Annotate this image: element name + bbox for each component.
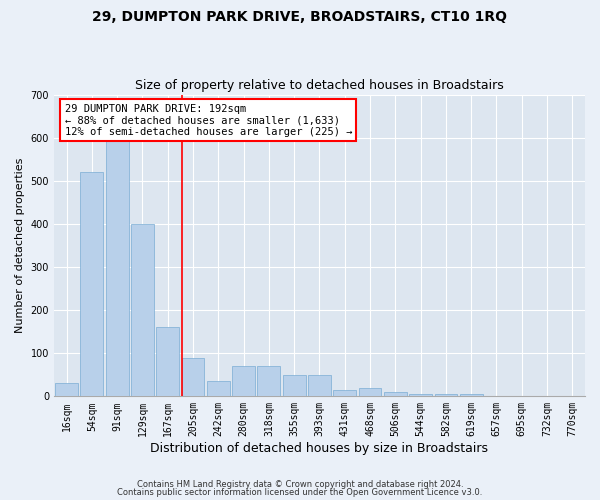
- Text: 29 DUMPTON PARK DRIVE: 192sqm
← 88% of detached houses are smaller (1,633)
12% o: 29 DUMPTON PARK DRIVE: 192sqm ← 88% of d…: [65, 104, 352, 137]
- Bar: [131, 224, 154, 396]
- Bar: [80, 172, 103, 396]
- Bar: [384, 392, 407, 396]
- Bar: [106, 124, 128, 396]
- Bar: [182, 358, 205, 397]
- X-axis label: Distribution of detached houses by size in Broadstairs: Distribution of detached houses by size …: [151, 442, 488, 455]
- Bar: [232, 366, 255, 396]
- Text: 29, DUMPTON PARK DRIVE, BROADSTAIRS, CT10 1RQ: 29, DUMPTON PARK DRIVE, BROADSTAIRS, CT1…: [92, 10, 508, 24]
- Bar: [207, 381, 230, 396]
- Bar: [334, 390, 356, 396]
- Bar: [409, 394, 432, 396]
- Bar: [359, 388, 382, 396]
- Bar: [434, 394, 457, 396]
- Title: Size of property relative to detached houses in Broadstairs: Size of property relative to detached ho…: [135, 79, 504, 92]
- Bar: [308, 375, 331, 396]
- Bar: [283, 375, 305, 396]
- Bar: [157, 328, 179, 396]
- Bar: [257, 366, 280, 396]
- Text: Contains HM Land Registry data © Crown copyright and database right 2024.: Contains HM Land Registry data © Crown c…: [137, 480, 463, 489]
- Text: Contains public sector information licensed under the Open Government Licence v3: Contains public sector information licen…: [118, 488, 482, 497]
- Bar: [55, 384, 78, 396]
- Bar: [460, 394, 482, 396]
- Y-axis label: Number of detached properties: Number of detached properties: [15, 158, 25, 333]
